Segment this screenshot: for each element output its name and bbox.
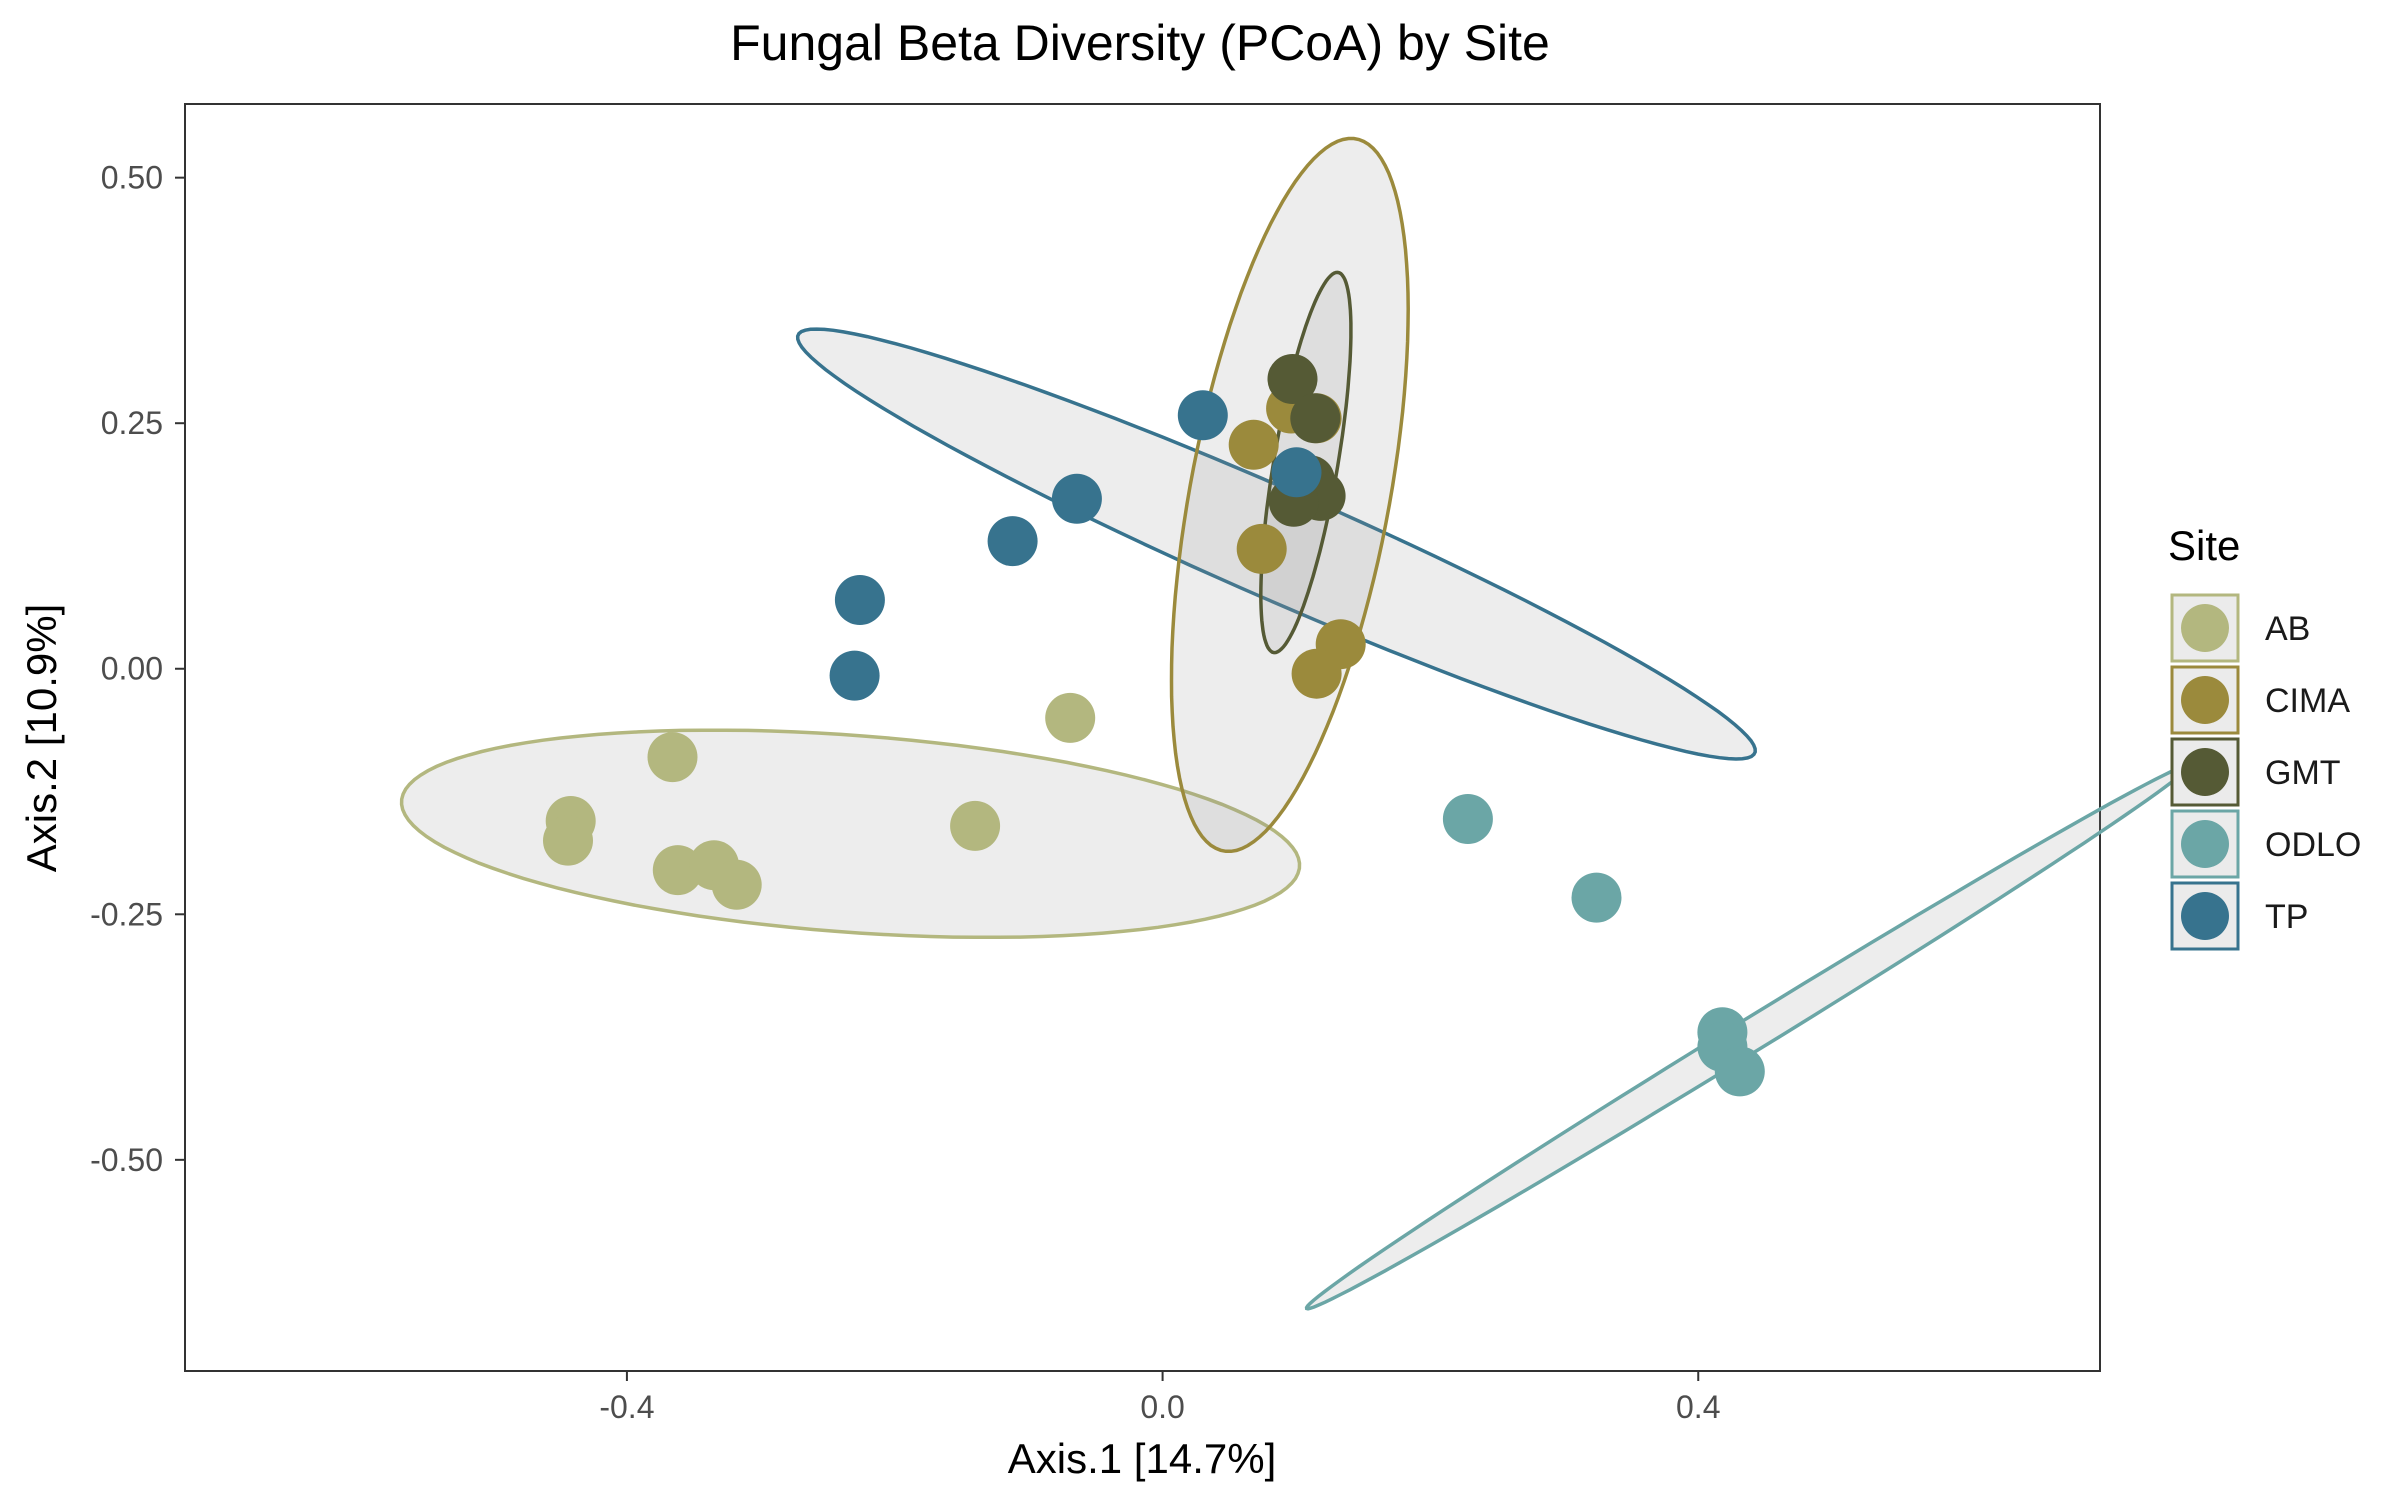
point-ab	[543, 815, 593, 866]
point-tp	[987, 516, 1038, 567]
y-axis: 0.50 0.25 0.00 -0.25 -0.50	[90, 160, 185, 1178]
legend-title: Site	[2168, 522, 2240, 569]
legend-swatch-tp	[2181, 892, 2229, 940]
legend-label-ab: AB	[2265, 610, 2310, 648]
point-tp	[1051, 473, 1102, 524]
legend-label-tp: TP	[2265, 898, 2308, 936]
x-tick-label: 0.0	[1140, 1389, 1184, 1425]
point-tp	[1177, 390, 1228, 441]
point-odlo	[1714, 1046, 1765, 1097]
point-ab	[647, 732, 698, 783]
point-odlo	[1571, 872, 1622, 923]
point-odlo	[1442, 794, 1493, 844]
y-tick-label: -0.50	[90, 1142, 163, 1178]
y-tick-label: -0.25	[90, 896, 163, 932]
point-tp	[1271, 447, 1322, 498]
legend-label-gmt: GMT	[2265, 754, 2341, 792]
legend-swatch-odlo	[2181, 820, 2229, 868]
point-tp	[834, 575, 885, 625]
legend-label-odlo: ODLO	[2265, 826, 2361, 864]
y-tick-label: 0.00	[101, 651, 163, 687]
point-ab	[711, 859, 762, 910]
x-axis: -0.4 0.0 0.4	[599, 1371, 1720, 1425]
point-cima	[1228, 419, 1279, 470]
y-tick-label: 0.50	[101, 160, 163, 196]
legend-swatch-cima	[2181, 676, 2229, 724]
plot-panel-border	[184, 103, 2101, 1372]
y-tick-label: 0.25	[101, 405, 163, 441]
point-ab	[950, 800, 1001, 851]
x-tick-label: 0.4	[1676, 1389, 1720, 1425]
x-axis-label: Axis.1 [14.7%]	[1008, 1435, 1276, 1482]
legend-swatch-ab	[2181, 604, 2229, 652]
point-ab	[1045, 692, 1096, 743]
x-tick-label: -0.4	[599, 1389, 654, 1425]
ellipse-odlo	[1304, 763, 2191, 1311]
point-tp	[829, 650, 880, 701]
point-cima	[1236, 523, 1287, 574]
y-axis-label: Axis.2 [10.9%]	[18, 604, 65, 872]
legend: Site AB CIMA GMT ODLO TP	[2168, 522, 2361, 951]
point-gmt	[1267, 354, 1318, 404]
point-gmt	[1290, 393, 1341, 444]
legend-swatch-gmt	[2181, 748, 2229, 796]
data-points	[543, 354, 1765, 1097]
legend-label-cima: CIMA	[2265, 682, 2350, 720]
ellipse-ab	[399, 728, 1302, 940]
point-cima	[1291, 648, 1342, 699]
chart-title: Fungal Beta Diversity (PCoA) by Site	[730, 15, 1550, 71]
